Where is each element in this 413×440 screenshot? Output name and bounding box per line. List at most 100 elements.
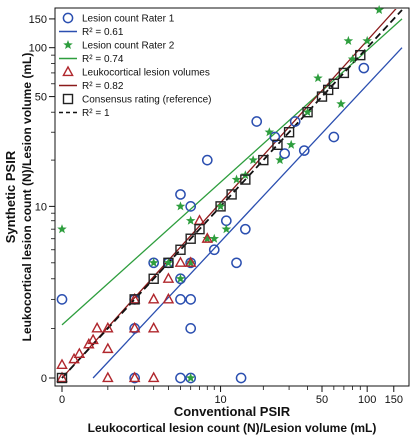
point-s3-1 bbox=[56, 371, 68, 383]
point-s2-22 bbox=[362, 35, 372, 45]
point-s2-24 bbox=[343, 35, 354, 45]
point-s1-9 bbox=[175, 294, 186, 305]
point-s3-17 bbox=[174, 256, 187, 267]
point-s2-23 bbox=[374, 5, 384, 15]
legend-label-5: Leukocortical lesion volumes bbox=[82, 68, 210, 79]
point-s2-21 bbox=[347, 54, 358, 64]
point-s1-3 bbox=[175, 372, 186, 384]
legend-label-7: Consensus rating (reference) bbox=[82, 95, 212, 106]
axes: 0 10 50 100 150 0 10 50 100 150 bbox=[29, 14, 403, 406]
fit-line-1 bbox=[92, 47, 403, 379]
point-s2-9 bbox=[209, 233, 220, 243]
point-s4-6 bbox=[185, 233, 196, 244]
point-s2-3 bbox=[163, 257, 174, 267]
y-tick-label-5: 150 bbox=[29, 14, 47, 26]
point-s3-10 bbox=[128, 371, 141, 383]
point-s4-18 bbox=[338, 67, 350, 79]
x-tick-label-2: 10 bbox=[214, 394, 226, 406]
legend-label-6: R² = 0.82 bbox=[82, 81, 124, 92]
x-tick-label-5: 150 bbox=[385, 394, 403, 406]
legend-marker-3 bbox=[63, 40, 73, 50]
fit-line-4 bbox=[61, 9, 403, 379]
point-s2-8 bbox=[202, 233, 213, 243]
y-tick-label-4: 100 bbox=[29, 43, 47, 55]
point-s4-19 bbox=[355, 49, 366, 61]
point-s1-22 bbox=[279, 148, 291, 159]
point-s1-24 bbox=[298, 145, 310, 156]
point-s1-23 bbox=[289, 116, 301, 127]
point-s3-11 bbox=[147, 371, 160, 383]
point-s4-4 bbox=[163, 257, 174, 269]
point-s2-19 bbox=[313, 73, 323, 83]
y-axis-subtitle: Leukocortical lesion count (N)/Lesion vo… bbox=[20, 53, 34, 342]
point-s1-26 bbox=[358, 62, 370, 74]
point-s2-2 bbox=[148, 257, 159, 267]
point-s3-8 bbox=[102, 321, 114, 333]
point-s2-7 bbox=[175, 273, 186, 283]
point-s2-15 bbox=[264, 127, 275, 137]
x-tick-label-3: 50 bbox=[316, 394, 328, 406]
point-s3-12 bbox=[128, 292, 141, 304]
x-axis-subtitle: Leukocortical lesion count (N)/Lesion vo… bbox=[88, 421, 377, 435]
point-s4-11 bbox=[258, 154, 269, 166]
point-s4-14 bbox=[302, 107, 313, 118]
point-s4-1 bbox=[56, 372, 68, 384]
point-s2-25 bbox=[185, 257, 196, 267]
point-s3-18 bbox=[184, 256, 197, 267]
point-s1-19 bbox=[231, 257, 242, 269]
point-s4-10 bbox=[240, 174, 251, 185]
legend-label-2: R² = 0.61 bbox=[82, 27, 124, 38]
y-tick-label-3: 50 bbox=[35, 92, 47, 104]
point-s2-4 bbox=[175, 201, 186, 211]
point-s3-3 bbox=[68, 352, 80, 364]
x-tick-label-1: 0 bbox=[59, 394, 65, 406]
point-s2-6 bbox=[185, 373, 196, 383]
legend-label-3: Lesion count Rater 2 bbox=[82, 41, 175, 52]
point-s3-16 bbox=[162, 272, 175, 283]
point-s1-10 bbox=[185, 294, 197, 305]
point-s3-2 bbox=[56, 358, 68, 370]
point-s3-7 bbox=[91, 321, 103, 333]
x-axis-title: Conventional PSIR bbox=[174, 404, 291, 419]
point-s4-8 bbox=[215, 201, 226, 212]
point-s4-2 bbox=[129, 294, 140, 305]
point-s2-1 bbox=[57, 224, 67, 234]
point-s2-12 bbox=[231, 174, 242, 184]
point-s3-6 bbox=[87, 333, 99, 345]
point-s2-17 bbox=[286, 139, 296, 149]
fit-line-2 bbox=[61, 18, 403, 326]
point-s2-14 bbox=[248, 155, 258, 165]
point-s4-16 bbox=[322, 84, 334, 96]
legend-label-8: R² = 1 bbox=[82, 108, 110, 119]
point-s3-21 bbox=[128, 321, 141, 333]
point-s1-15 bbox=[201, 154, 213, 166]
legend-marker-7 bbox=[62, 93, 74, 105]
point-s4-9 bbox=[226, 189, 237, 200]
point-s4-15 bbox=[316, 91, 328, 102]
point-s1-14 bbox=[175, 189, 186, 200]
x-tick-label-4: 100 bbox=[358, 394, 376, 406]
point-s4-13 bbox=[283, 127, 295, 138]
point-s3-9 bbox=[102, 371, 114, 383]
point-s1-20 bbox=[251, 116, 263, 127]
point-s3-4 bbox=[73, 347, 86, 359]
point-s1-25 bbox=[328, 131, 340, 143]
point-s2-18 bbox=[302, 107, 313, 117]
point-s2-5 bbox=[185, 215, 196, 225]
legend-label-4: R² = 0.74 bbox=[82, 54, 124, 65]
point-s3-15 bbox=[162, 292, 175, 304]
point-s2-20 bbox=[336, 98, 346, 109]
point-s2-11 bbox=[221, 224, 232, 234]
point-s4-12 bbox=[272, 139, 283, 151]
point-s1-16 bbox=[208, 244, 220, 256]
plot-frame bbox=[54, 7, 410, 387]
point-s1-18 bbox=[239, 223, 251, 235]
legend-marker-5 bbox=[62, 65, 74, 77]
y-tick-label-1: 0 bbox=[41, 373, 47, 385]
legend: Lesion count Rater 1 R² = 0.61 Lesion coun… bbox=[59, 12, 212, 119]
point-s2-10 bbox=[215, 201, 226, 211]
point-s1-21 bbox=[269, 131, 281, 143]
data-points bbox=[56, 5, 384, 384]
point-s4-17 bbox=[328, 78, 340, 89]
